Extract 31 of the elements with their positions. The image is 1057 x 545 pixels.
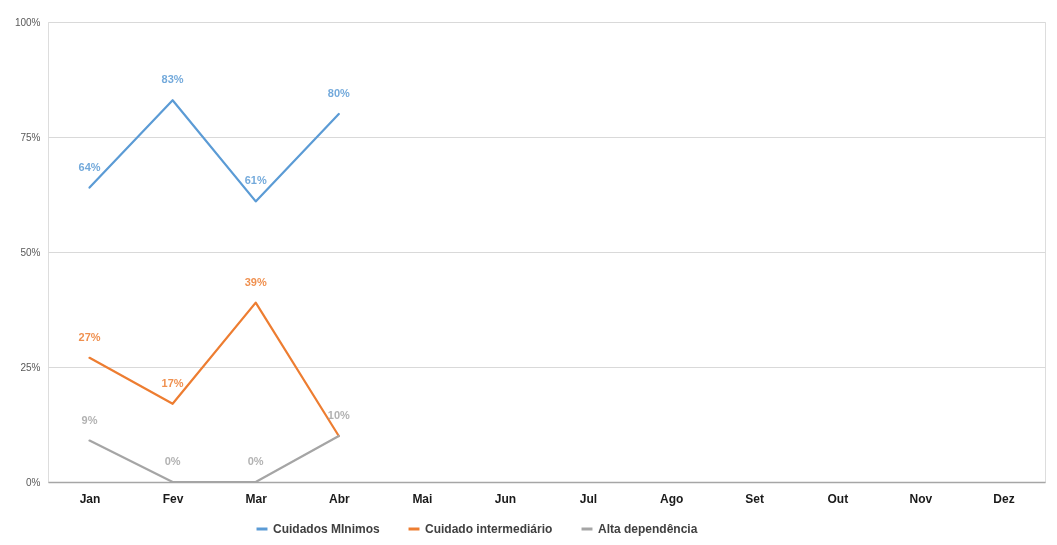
y-tick-label: 50% (20, 246, 41, 258)
x-tick-label: Jun (494, 491, 517, 506)
x-tick-label: Abr (328, 491, 350, 506)
y-tick-label: 25% (20, 361, 41, 373)
data-label: 83% (161, 73, 184, 86)
data-label: 17% (161, 376, 184, 389)
data-label: 27% (78, 330, 101, 343)
y-tick-label: 75% (20, 131, 41, 143)
y-tick-label: 100% (14, 16, 41, 28)
x-tick-label: Fev (162, 491, 184, 506)
data-label: 39% (244, 275, 267, 288)
x-tick-label: Jan (79, 491, 101, 506)
data-label: 80% (327, 87, 351, 99)
x-tick-label: Jul (579, 491, 598, 506)
data-label: 0% (247, 455, 264, 467)
legend-label: Alta dependência (598, 522, 698, 536)
legend-label: Cuidados MInimos (273, 522, 380, 536)
x-tick-label: Out (827, 491, 849, 506)
x-tick-label: Set (745, 491, 765, 506)
x-tick-label: Ago (659, 491, 684, 506)
x-tick-label: Nov (909, 491, 933, 506)
data-label: 64% (78, 160, 101, 173)
data-label: 0% (164, 455, 181, 467)
y-tick-label: 0% (26, 476, 41, 488)
legend-label: Cuidado intermediário (425, 522, 553, 536)
x-tick-label: Mai (412, 491, 433, 506)
data-label: 61% (244, 174, 267, 187)
x-tick-label: Mar (245, 491, 268, 506)
data-label: 9% (81, 413, 98, 426)
data-label: 10% (327, 409, 351, 421)
x-tick-label: Dez (993, 491, 1015, 506)
